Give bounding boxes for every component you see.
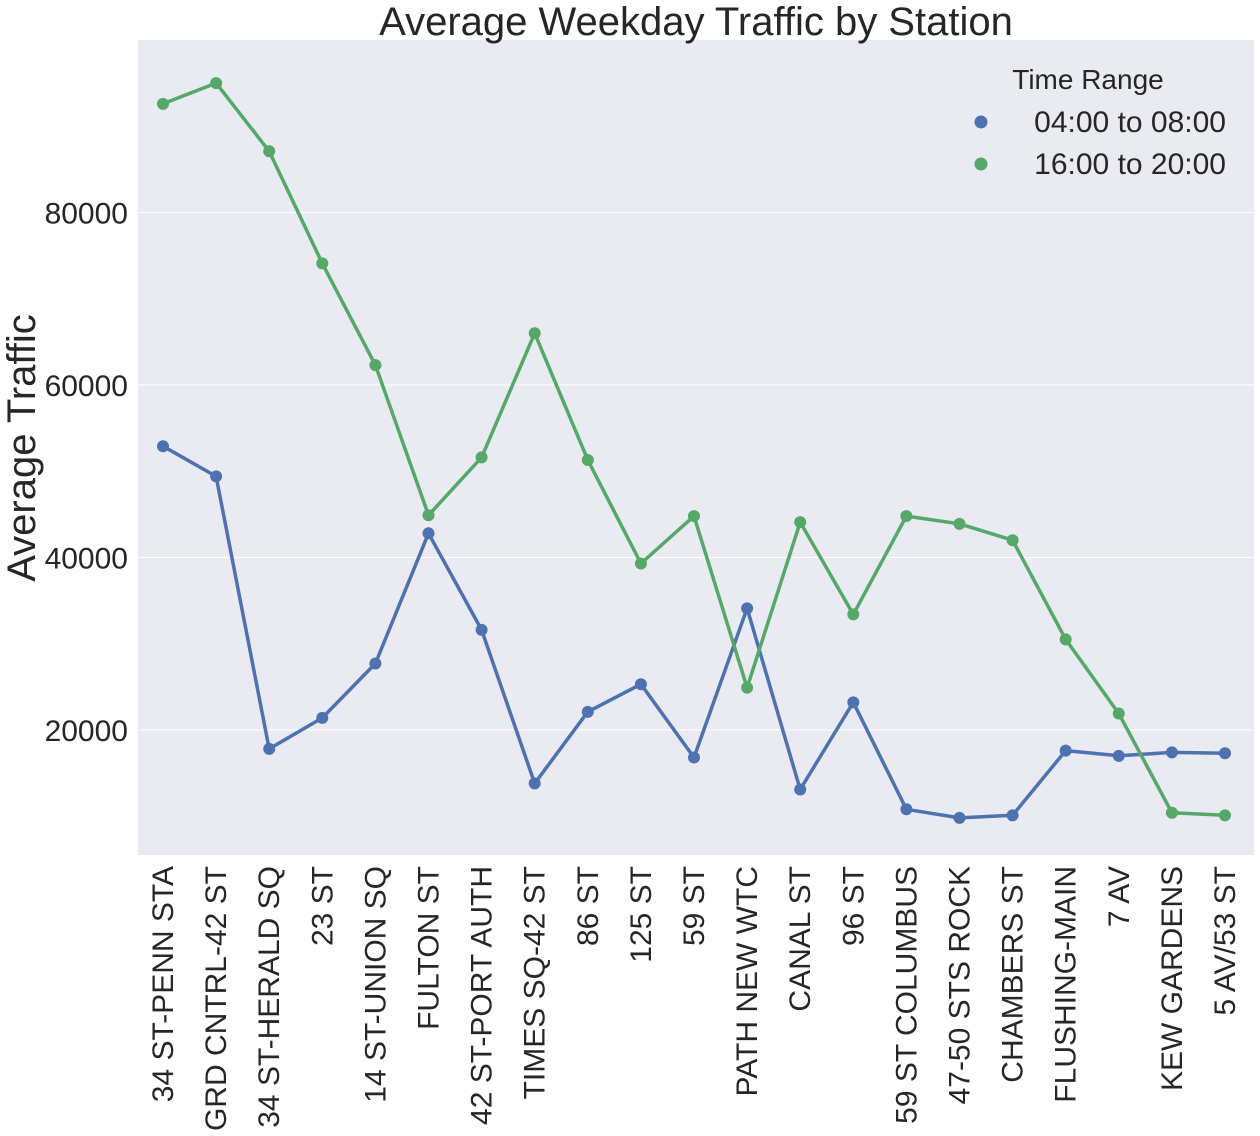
data-point bbox=[847, 608, 860, 621]
data-point bbox=[1112, 749, 1125, 762]
data-point bbox=[741, 681, 754, 694]
y-tick-label: 40000 bbox=[45, 542, 128, 575]
x-tick-label: 14 ST-UNION SQ bbox=[359, 866, 392, 1103]
data-point bbox=[528, 327, 541, 340]
x-tick-label: 42 ST-PORT AUTH bbox=[466, 866, 499, 1125]
data-point bbox=[316, 711, 329, 724]
data-point bbox=[581, 454, 594, 467]
data-point bbox=[316, 257, 329, 270]
y-tick-label: 60000 bbox=[45, 370, 128, 403]
x-tick-label: GRD CNTRL-42 ST bbox=[200, 866, 233, 1131]
data-point bbox=[953, 811, 966, 824]
data-point bbox=[634, 557, 647, 570]
data-point bbox=[1059, 744, 1072, 757]
data-point bbox=[528, 777, 541, 790]
data-point bbox=[900, 510, 913, 523]
x-tick-label: 59 ST bbox=[678, 866, 711, 946]
series-layer bbox=[157, 77, 1231, 824]
data-point bbox=[1059, 633, 1072, 646]
x-tick-label: 96 ST bbox=[837, 866, 870, 946]
legend-title: Time Range bbox=[1012, 64, 1163, 95]
data-point bbox=[369, 359, 382, 372]
y-tick-label: 20000 bbox=[45, 715, 128, 748]
x-tick-label: FLUSHING-MAIN bbox=[1050, 866, 1083, 1103]
x-tick-label: 7 AV bbox=[1103, 866, 1136, 927]
x-tick-label: CANAL ST bbox=[784, 866, 817, 1012]
data-point bbox=[422, 527, 435, 540]
x-tick-label: FULTON ST bbox=[413, 866, 446, 1030]
data-point bbox=[847, 696, 860, 709]
legend-entry: 16:00 to 20:00 bbox=[1034, 148, 1226, 181]
data-point bbox=[688, 510, 700, 523]
data-point bbox=[475, 623, 488, 636]
data-point bbox=[900, 803, 913, 816]
data-point bbox=[1165, 746, 1178, 759]
data-point bbox=[369, 657, 382, 670]
x-tick-label: TIMES SQ-42 ST bbox=[519, 866, 552, 1099]
data-point bbox=[1219, 809, 1231, 822]
y-axis-label: Average Traffic bbox=[0, 314, 44, 582]
data-point bbox=[634, 678, 647, 691]
data-point bbox=[1006, 809, 1019, 822]
chart-title: Average Weekday Traffic by Station bbox=[379, 0, 1013, 44]
data-point bbox=[157, 97, 169, 110]
data-point bbox=[1165, 806, 1178, 819]
x-tick-labels: 34 ST-PENN STA GRD CNTRL-42 ST 34 ST-HERAL… bbox=[147, 866, 1242, 1131]
data-point bbox=[1219, 747, 1231, 760]
x-tick-label: 5 AV/53 ST bbox=[1209, 866, 1242, 1016]
x-tick-label: PATH NEW WTC bbox=[731, 866, 764, 1097]
data-point bbox=[263, 145, 276, 158]
data-point bbox=[688, 751, 700, 764]
data-point bbox=[263, 742, 276, 755]
data-point bbox=[794, 783, 807, 796]
x-tick-label: 86 ST bbox=[572, 866, 605, 946]
x-tick-label: 125 ST bbox=[625, 866, 658, 963]
data-point bbox=[953, 517, 966, 530]
data-point bbox=[157, 440, 169, 453]
data-point bbox=[741, 602, 754, 615]
data-point bbox=[1112, 707, 1125, 720]
x-tick-label: KEW GARDENS bbox=[1156, 866, 1189, 1091]
x-tick-label: CHAMBERS ST bbox=[997, 866, 1030, 1083]
data-point bbox=[210, 470, 223, 483]
y-tick-labels: 20000 40000 60000 80000 bbox=[45, 197, 128, 747]
legend: Time Range 04:00 to 08:00 16:00 to 20:00 bbox=[974, 64, 1226, 181]
x-tick-label: 59 ST COLUMBUS bbox=[890, 866, 923, 1124]
data-point bbox=[422, 509, 435, 522]
x-tick-label: 47-50 STS ROCK bbox=[944, 866, 977, 1104]
data-point bbox=[794, 516, 807, 529]
data-point bbox=[1006, 534, 1019, 547]
legend-marker bbox=[974, 157, 988, 171]
x-tick-label: 34 ST-PENN STA bbox=[147, 866, 180, 1102]
data-point bbox=[581, 705, 594, 718]
data-point bbox=[210, 77, 223, 90]
x-tick-label: 23 ST bbox=[306, 866, 339, 946]
data-point bbox=[475, 451, 488, 464]
series-1 bbox=[157, 440, 1231, 824]
legend-marker bbox=[974, 115, 988, 129]
legend-entry: 04:00 to 08:00 bbox=[1034, 106, 1226, 139]
gridlines bbox=[138, 211, 1254, 731]
series-2 bbox=[157, 77, 1231, 822]
x-tick-label: 34 ST-HERALD SQ bbox=[253, 866, 286, 1128]
y-tick-label: 80000 bbox=[45, 197, 128, 230]
